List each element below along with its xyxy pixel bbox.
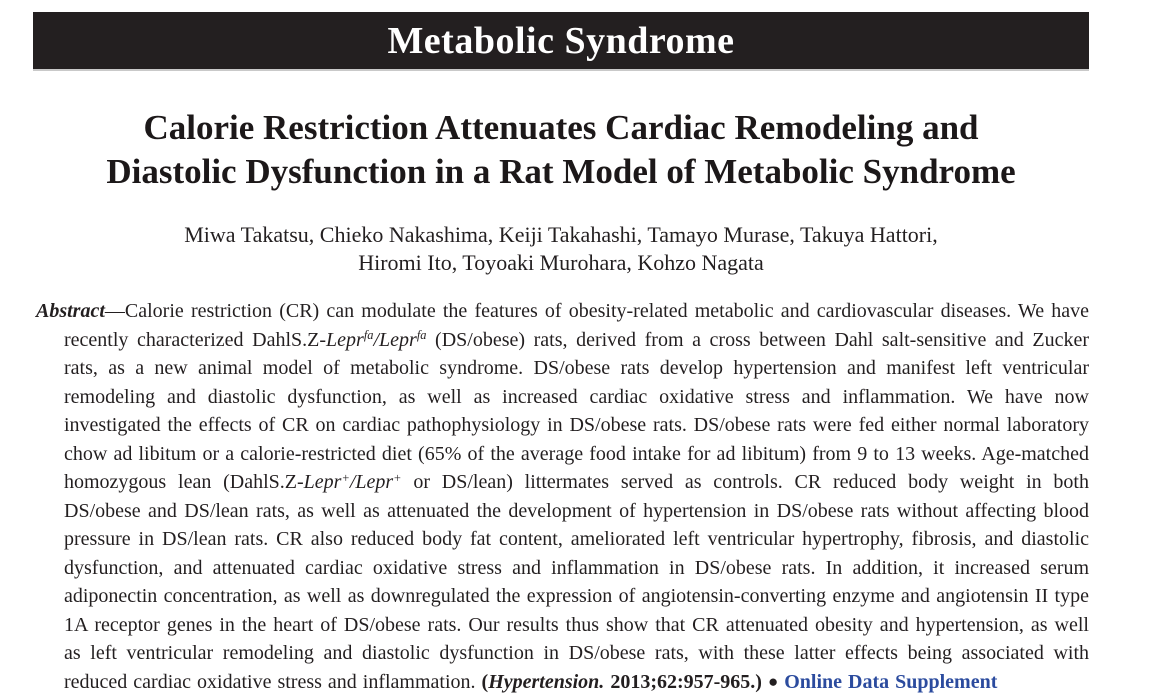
abstract-text-segment: (DS/obese) rats, derived from a cross be… xyxy=(64,328,1090,494)
abstract-text-segment: Lepr xyxy=(303,471,342,493)
abstract-text-segment: /Lepr xyxy=(349,471,394,493)
abstract-text-segment: Hypertension. xyxy=(488,670,605,693)
article-title: Calorie Restriction Attenuates Cardiac R… xyxy=(33,106,1089,194)
abstract-text-segment: + xyxy=(341,470,350,485)
abstract-text-segment: or DS/lean) littermates served as contro… xyxy=(64,471,1089,693)
author-list-line-1: Miwa Takatsu, Chieko Nakashima, Keiji Ta… xyxy=(184,222,938,247)
bullet-icon: ● xyxy=(767,671,779,691)
abstract-text-segment: ( xyxy=(481,670,489,693)
author-list: Miwa Takatsu, Chieko Nakashima, Keiji Ta… xyxy=(33,221,1089,277)
section-banner: Metabolic Syndrome xyxy=(33,12,1089,71)
abstract-text-segment: Lepr xyxy=(326,328,364,351)
online-data-supplement-link[interactable]: Online Data Supplement xyxy=(784,670,998,693)
abstract-text-segment: fa xyxy=(363,328,374,343)
article-title-line-1: Calorie Restriction Attenuates Cardiac R… xyxy=(143,108,979,147)
abstract-text-segment: + xyxy=(393,470,402,485)
abstract-text-segment: 2013;62:957-965.) xyxy=(604,670,762,693)
article-title-line-2: Diastolic Dysfunction in a Rat Model of … xyxy=(106,152,1016,191)
abstract-text-segment: —Calorie restriction (CR) can modulate t… xyxy=(64,300,1089,351)
section-banner-title: Metabolic Syndrome xyxy=(387,19,735,62)
abstract-text-segment: /Lepr xyxy=(373,328,417,351)
abstract-paragraph: Abstract—Calorie restriction (CR) can mo… xyxy=(36,297,1089,697)
abstract-text-segment: fa xyxy=(416,328,427,343)
author-list-line-2: Hiromi Ito, Toyoaki Murohara, Kohzo Naga… xyxy=(358,250,764,275)
abstract-text-segment: Abstract xyxy=(36,300,105,322)
